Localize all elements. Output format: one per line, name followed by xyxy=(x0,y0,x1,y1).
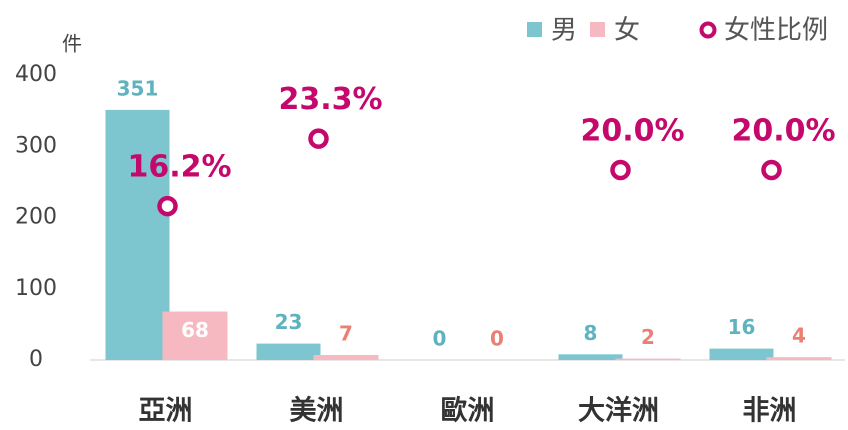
bar-value-label: 23 xyxy=(275,310,303,334)
bar xyxy=(558,354,623,360)
x-tick-label: 亞洲 xyxy=(139,396,193,427)
bar-value-label: 0 xyxy=(490,327,504,351)
x-tick-label: 美洲 xyxy=(290,395,344,427)
ratio-point xyxy=(610,159,631,181)
bar-value-label: 351 xyxy=(117,76,159,100)
ratio-point xyxy=(761,159,782,181)
bar-value-label: 4 xyxy=(792,324,806,348)
bar xyxy=(162,311,228,360)
legend-label: 女 xyxy=(614,16,640,46)
ratio-point xyxy=(308,128,329,149)
x-tick-label: 歐洲 xyxy=(441,396,495,427)
bar xyxy=(256,343,321,360)
bar-value-label: 68 xyxy=(181,318,209,342)
bar-value-label: 0 xyxy=(433,327,447,351)
bar-value-label: 16 xyxy=(728,315,756,339)
bar-value-label: 8 xyxy=(584,321,598,345)
legend-label: 女性比例 xyxy=(724,16,828,46)
ratio-label: 16.2% xyxy=(127,150,231,185)
ratio-label: 20.0% xyxy=(580,114,684,149)
ratio-point xyxy=(157,195,178,217)
legend-marker xyxy=(590,22,605,37)
bar-value-label: 7 xyxy=(339,322,353,346)
x-tick-label: 大洋洲 xyxy=(578,395,659,427)
y-tick-label: 100 xyxy=(15,276,57,301)
bar xyxy=(105,109,170,360)
bar xyxy=(766,357,832,360)
legend-label: 男 xyxy=(551,16,577,46)
ratio-label: 23.3% xyxy=(278,82,382,117)
bar xyxy=(615,358,681,360)
bar-value-label: 2 xyxy=(641,325,655,349)
y-axis-label: 件 xyxy=(62,32,82,56)
legend-marker xyxy=(699,21,717,39)
legend-marker xyxy=(527,22,542,37)
y-tick-label: 0 xyxy=(29,347,43,372)
bar xyxy=(709,348,774,360)
y-tick-label: 300 xyxy=(15,133,57,158)
y-tick-label: 400 xyxy=(15,62,57,87)
bar xyxy=(313,355,379,360)
x-tick-label: 非洲 xyxy=(743,396,797,427)
y-tick-label: 200 xyxy=(15,205,57,230)
ratio-label: 20.0% xyxy=(731,114,835,149)
